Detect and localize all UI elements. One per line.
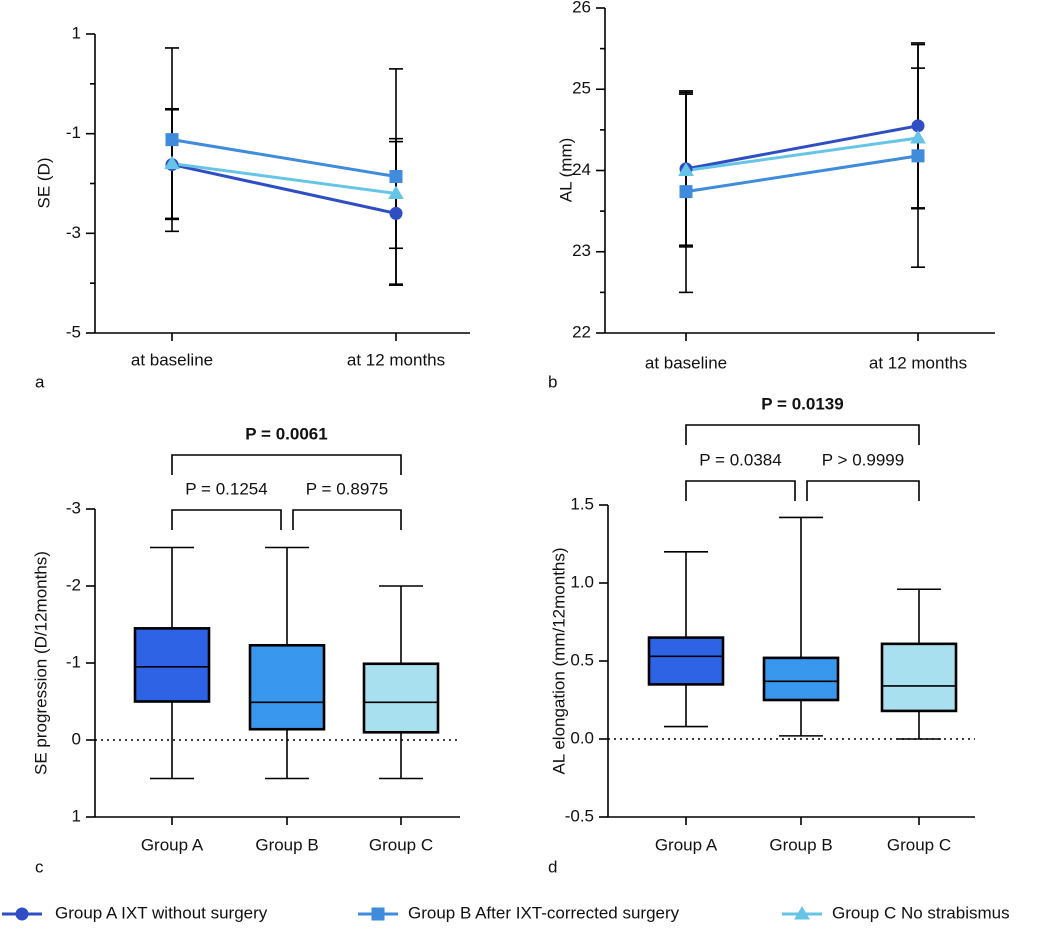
y-tick-label: 0 <box>72 729 81 748</box>
p-value: P = 0.0139 <box>761 394 843 413</box>
box <box>880 642 958 713</box>
box <box>362 662 440 734</box>
y-tick-label: 0.5 <box>570 650 594 669</box>
x-tick-label: at 12 months <box>347 350 445 369</box>
marker <box>389 206 403 220</box>
marker <box>165 133 179 147</box>
p-value: P = 0.8975 <box>306 479 388 498</box>
y-tick-label: 1.5 <box>570 494 594 513</box>
panel-label: d <box>548 857 557 876</box>
y-tick-label: 1 <box>72 806 81 825</box>
significance-bracket <box>292 509 402 530</box>
y-tick-label: 24 <box>572 160 591 179</box>
x-tick-label: Group B <box>769 835 832 854</box>
marker <box>679 185 693 199</box>
x-tick-label: Group B <box>255 835 318 854</box>
y-tick-label: 0.0 <box>570 728 594 747</box>
p-value: P = 0.0061 <box>245 424 327 443</box>
series-line <box>685 124 919 171</box>
box <box>133 627 211 703</box>
y-axis-label: AL elongation (mm/12months) <box>549 547 568 774</box>
legend-marker <box>15 907 29 921</box>
series-line <box>171 138 397 179</box>
y-tick-label: -1 <box>66 123 81 142</box>
marker <box>164 155 180 170</box>
x-tick-label: Group C <box>369 835 433 854</box>
legend-marker <box>794 906 810 920</box>
y-axis-label: AL (mm) <box>556 138 575 203</box>
legend-label: Group A IXT without surgery <box>55 903 268 922</box>
y-tick-label: -2 <box>66 575 81 594</box>
significance-bracket <box>171 454 402 475</box>
legend-label: Group C No strabismus <box>832 903 1010 922</box>
y-axis-label: SE (D) <box>34 158 53 209</box>
y-axis-label: SE progression (D/12months) <box>31 551 50 775</box>
x-tick-label: at baseline <box>131 350 213 369</box>
y-tick-label: -1 <box>66 652 81 671</box>
panel-label: c <box>35 857 44 876</box>
x-tick-label: Group C <box>887 835 951 854</box>
marker <box>910 130 926 144</box>
y-tick-label: -3 <box>66 223 81 242</box>
box <box>248 643 326 731</box>
y-tick-label: -0.5 <box>565 806 594 825</box>
series-line <box>171 162 397 195</box>
box <box>762 656 840 702</box>
marker <box>389 170 403 184</box>
legend-label: Group B After IXT-corrected surgery <box>408 903 680 922</box>
significance-bracket <box>806 480 920 501</box>
p-value: P = 0.1254 <box>185 479 267 498</box>
y-tick-label: -3 <box>66 498 81 517</box>
y-tick-label: 26 <box>572 0 591 16</box>
y-tick-label: 25 <box>572 79 591 98</box>
x-tick-label: Group A <box>141 835 204 854</box>
y-tick-label: 1 <box>72 23 81 42</box>
x-tick-label: Group A <box>655 835 718 854</box>
significance-bracket <box>171 509 282 530</box>
y-tick-label: 22 <box>572 322 591 341</box>
legend-marker <box>371 907 385 921</box>
box <box>647 636 725 686</box>
marker <box>388 185 404 199</box>
y-tick-label: 1.0 <box>570 572 594 591</box>
significance-bracket <box>685 424 920 445</box>
x-tick-label: at baseline <box>645 353 727 372</box>
x-tick-label: at 12 months <box>869 353 967 372</box>
panel-label: a <box>35 372 45 391</box>
series-line <box>685 154 919 194</box>
marker <box>678 162 694 176</box>
series-line <box>171 163 397 215</box>
y-tick-label: -5 <box>66 322 81 341</box>
panel-label: b <box>548 372 557 391</box>
series-line <box>685 136 919 172</box>
significance-bracket <box>685 480 796 501</box>
marker <box>911 149 925 163</box>
y-tick-label: 23 <box>572 241 591 260</box>
p-value: P > 0.9999 <box>822 450 904 469</box>
p-value: P = 0.0384 <box>699 450 781 469</box>
